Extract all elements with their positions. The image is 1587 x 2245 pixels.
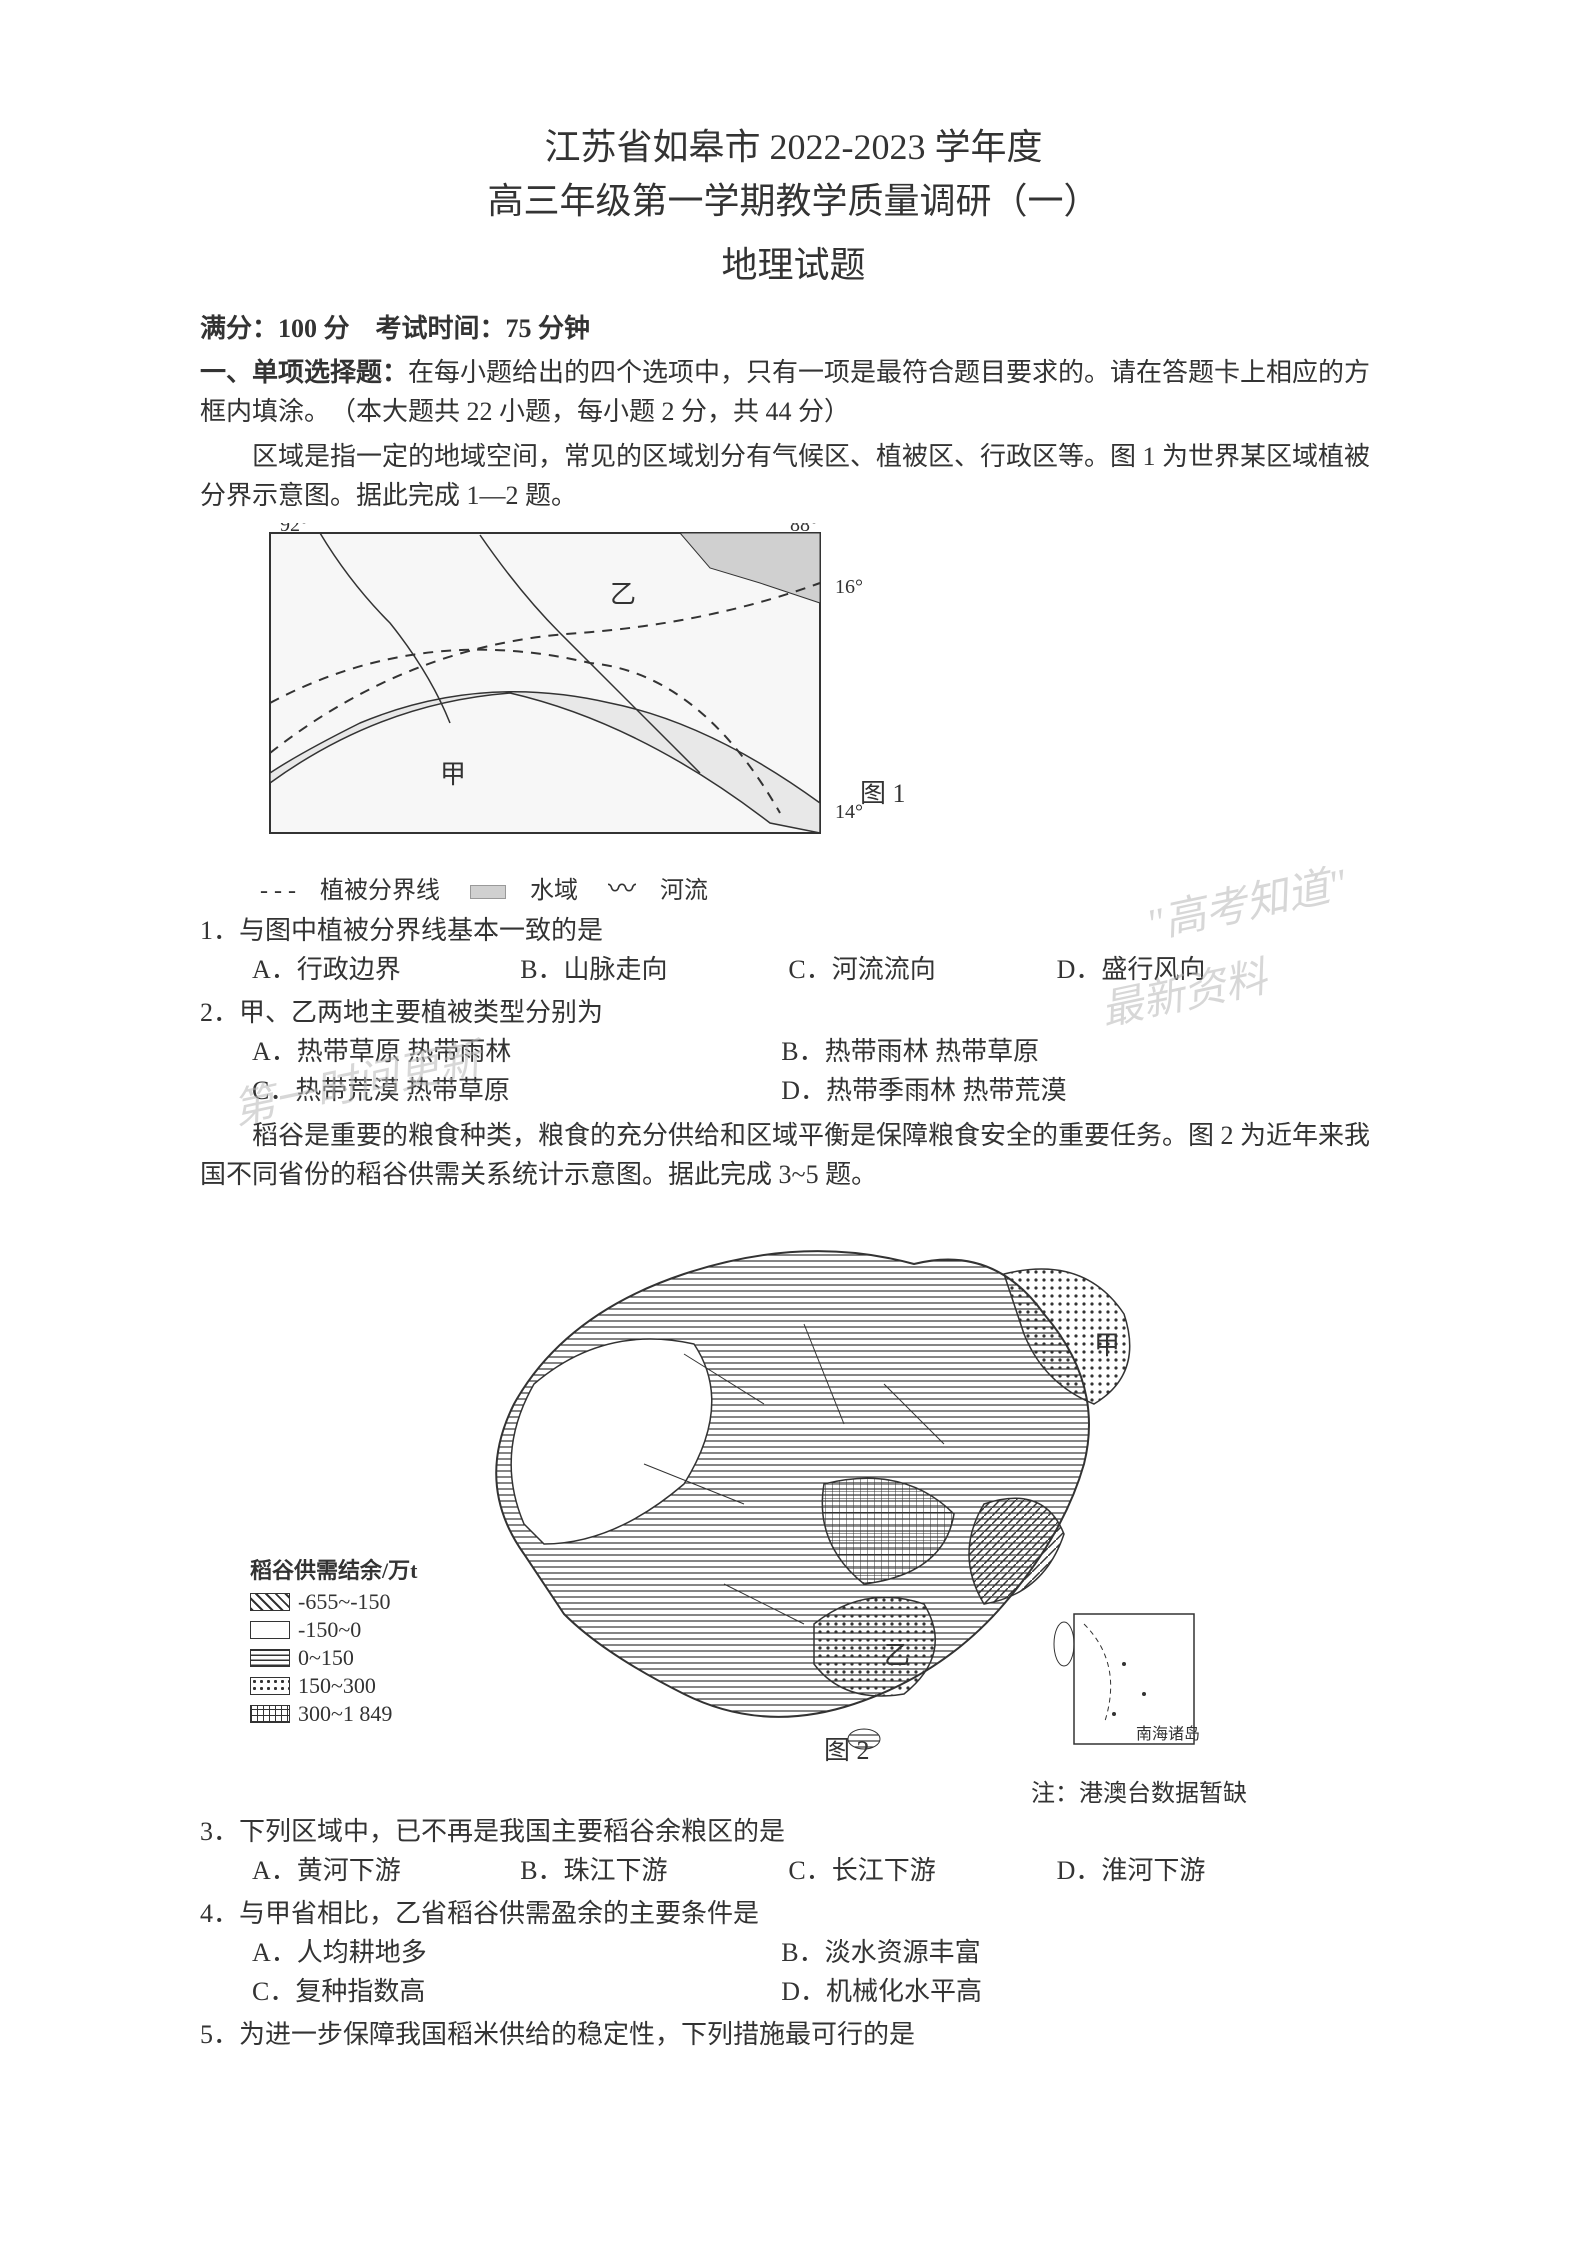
legend-row-1: -150~0 [250,1617,417,1643]
title-line-2: 高三年级第一学期教学质量调研（一） [200,174,1387,228]
passage-a: 区域是指一定的地域空间，常见的区域划分有气候区、植被区、行政区等。图 1 为世界… [200,437,1387,515]
fig2-label-jia: 甲 [1094,1331,1120,1360]
figure-1: 92° 88° 16° 14° 甲 乙 图 1 [260,523,1387,863]
q1-opt-d: D．盛行风向 [1057,950,1307,989]
q2-opt-d: D．热带季雨林 热带荒漠 [781,1071,1292,1110]
q3-options: A．黄河下游 B．珠江下游 C．长江下游 D．淮河下游 [252,1851,1387,1890]
figure-1-caption: 图 1 [860,773,906,810]
q4-options: A．人均耕地多 B．淡水资源丰富 C．复种指数高 D．机械化水平高 [252,1933,1387,2011]
question-2: 2．甲、乙两地主要植被类型分别为 A．热带草原 热带雨林 B．热带雨林 热带草原… [200,993,1387,1110]
figure-2-caption: 图 2 [824,1736,870,1764]
legend-row-4: 300~1 849 [250,1701,417,1727]
q2-opt-a: A．热带草原 热带雨林 [252,1032,763,1071]
legend-row-2: 0~150 [250,1645,417,1671]
legend-row-0: -655~-150 [250,1589,417,1615]
q3-opt-d: D．淮河下游 [1057,1851,1307,1890]
figure-1-legend: - - - 植被分界线 水域 〰 河流 [260,867,1387,907]
q1-opt-a: A．行政边界 [252,950,502,989]
question-1: 1．与图中植被分界线基本一致的是 A．行政边界 B．山脉走向 C．河流流向 D．… [200,911,1387,989]
passage-b: 稻谷是重要的粮食种类，粮食的充分供给和区域平衡是保障粮食安全的重要任务。图 2 … [200,1116,1387,1194]
fig1-label-yi: 乙 [610,580,636,609]
legend-range-1: -150~0 [298,1617,361,1643]
figure-2-legend: 稻谷供需结余/万t -655~-150 -150~0 0~150 150~300… [250,1553,417,1729]
legend-title: 稻谷供需结余/万t [250,1553,417,1585]
q4-opt-d: D．机械化水平高 [781,1972,1292,2011]
legend-range-4: 300~1 849 [298,1701,392,1727]
exam-header: 江苏省如皋市 2022-2023 学年度 高三年级第一学期教学质量调研（一） 地… [200,120,1387,288]
q4-stem: 4．与甲省相比，乙省稻谷供需盈余的主要条件是 [200,1894,1387,1933]
q4-opt-c: C．复种指数高 [252,1972,763,2011]
figure-2: 甲 乙 南海诸岛 图 2 稻谷供需结余/万t -655~-150 [200,1204,1387,1769]
q2-opt-c: C．热带荒漠 热带草原 [252,1071,763,1110]
fig2-label-yi: 乙 [884,1641,910,1670]
exam-meta: 满分：100 分 考试时间：75 分钟 [200,308,1387,345]
question-3: 3．下列区域中，已不再是我国主要稻谷余粮区的是 A．黄河下游 B．珠江下游 C．… [200,1812,1387,1890]
q1-opt-b: B．山脉走向 [520,950,770,989]
question-4: 4．与甲省相比，乙省稻谷供需盈余的主要条件是 A．人均耕地多 B．淡水资源丰富 … [200,1894,1387,2011]
legend-boundary: - - - 植被分界线 [260,870,440,905]
q4-opt-a: A．人均耕地多 [252,1933,763,1972]
section-1-instruction: 一、单项选择题：在每小题给出的四个选项中，只有一项是最符合题目要求的。请在答题卡… [200,353,1387,431]
q1-opt-c: C．河流流向 [788,950,1038,989]
q1-options: A．行政边界 B．山脉走向 C．河流流向 D．盛行风向 [252,950,1387,989]
q3-stem: 3．下列区域中，已不再是我国主要稻谷余粮区的是 [200,1812,1387,1851]
figure-2-note: 注：港澳台数据暂缺 [200,1773,1247,1808]
legend-river: 〰 河流 [608,867,708,907]
legend-range-0: -655~-150 [298,1589,391,1615]
section-1-label: 一、单项选择题： [200,358,408,387]
q2-options: A．热带草原 热带雨林 B．热带雨林 热带草原 C．热带荒漠 热带草原 D．热带… [252,1032,1387,1110]
lat-bottom-label: 14° [835,801,863,823]
lon-left-label: 92° [280,523,308,536]
legend-range-2: 0~150 [298,1645,354,1671]
subject-title: 地理试题 [200,236,1387,288]
q2-opt-b: B．热带雨林 热带草原 [781,1032,1292,1071]
fig1-label-jia: 甲 [440,760,466,789]
q4-opt-b: B．淡水资源丰富 [781,1933,1292,1972]
figure-1-map: 92° 88° 16° 14° 甲 乙 [260,523,900,863]
legend-water: 水域 [470,870,578,905]
lat-top-label: 16° [835,576,863,598]
q5-stem: 5．为进一步保障我国稻米供给的稳定性，下列措施最可行的是 [200,2015,1387,2054]
q1-stem: 1．与图中植被分界线基本一致的是 [200,911,1387,950]
figure-2-map: 甲 乙 南海诸岛 图 2 [384,1204,1204,1764]
q3-opt-b: B．珠江下游 [520,1851,770,1890]
inset-label: 南海诸岛 [1136,1725,1200,1743]
q3-opt-a: A．黄河下游 [252,1851,502,1890]
q3-opt-c: C．长江下游 [788,1851,1038,1890]
legend-row-3: 150~300 [250,1673,417,1699]
q2-stem: 2．甲、乙两地主要植被类型分别为 [200,993,1387,1032]
question-5: 5．为进一步保障我国稻米供给的稳定性，下列措施最可行的是 [200,2015,1387,2054]
legend-range-3: 150~300 [298,1673,376,1699]
title-line-1: 江苏省如皋市 2022-2023 学年度 [200,120,1387,174]
